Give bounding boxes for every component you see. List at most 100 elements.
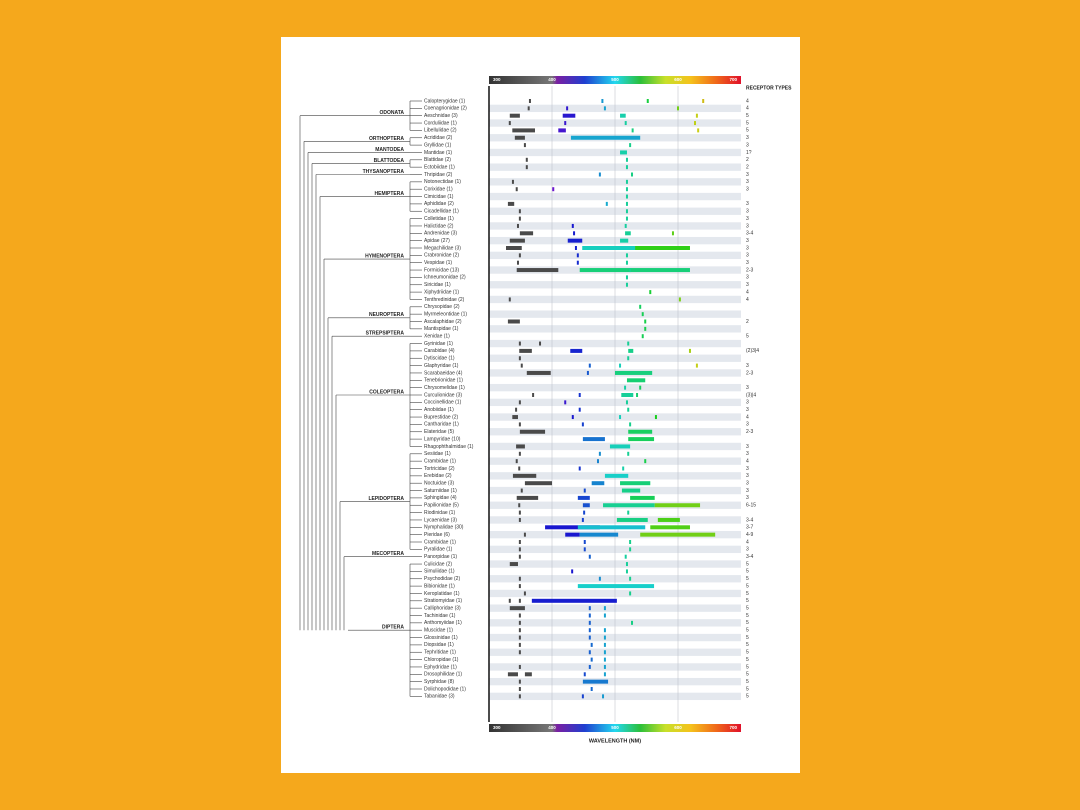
sensitivity-range [591, 481, 605, 486]
family-label: Riodinidae (1) [424, 510, 455, 516]
sensitivity-peak [508, 598, 511, 603]
sensitivity-peak [629, 576, 632, 581]
sensitivity-range [506, 246, 522, 250]
receptor-count: 5 [746, 628, 749, 634]
sensitivity-range [650, 525, 690, 530]
family-label: Elateridae (5) [424, 429, 454, 435]
family-label: Libellulidae (2) [424, 128, 457, 134]
sensitivity-peak [581, 694, 584, 699]
sensitivity-peak [518, 635, 521, 640]
receptor-count: 2-3 [746, 429, 753, 435]
sensitivity-peak [602, 694, 605, 699]
sensitivity-peak [590, 657, 593, 662]
sensitivity-peak [518, 642, 521, 647]
sensitivity-range [582, 437, 605, 442]
sensitivity-peak [694, 121, 697, 126]
receptor-count: 3 [746, 238, 749, 244]
order-label: LEPIDOPTERA [368, 496, 404, 502]
sensitivity-peak [516, 260, 519, 265]
family-label: Chloropidae (1) [424, 657, 459, 663]
family-label: Erebidae (2) [424, 473, 452, 479]
receptor-count: 5 [746, 561, 749, 567]
sensitivity-range [582, 503, 590, 508]
order-label: BLATTODEA [374, 158, 405, 164]
sensitivity-peak [695, 113, 698, 118]
sensitivity-peak [629, 268, 632, 273]
sensitivity-peak [629, 540, 632, 544]
receptor-count: 3 [746, 473, 749, 479]
receptor-count: 2-3 [746, 267, 753, 273]
family-label: Psychodidae (2) [424, 576, 460, 582]
sensitivity-peak [631, 128, 634, 133]
family-label: Xenidae (1) [424, 334, 450, 340]
sensitivity-peak [624, 554, 627, 559]
sensitivity-peak [518, 554, 521, 559]
sensitivity-range [562, 113, 576, 118]
family-label: Corixidae (1) [424, 187, 453, 193]
sensitivity-peak [603, 628, 606, 633]
sensitivity-range [625, 231, 631, 236]
family-label: Siricidae (1) [424, 282, 451, 288]
sensitivity-range [582, 246, 655, 250]
sensitivity-peak [581, 422, 584, 427]
sensitivity-peak [518, 510, 521, 515]
family-label: Tephritidae (1) [424, 650, 456, 656]
receptor-count: 5 [746, 613, 749, 619]
sensitivity-peak [525, 157, 528, 162]
sensitivity-range [519, 348, 532, 353]
sensitivity-peak [619, 363, 622, 368]
order-label: DIPTERA [382, 625, 404, 631]
sensitivity-peak [629, 547, 632, 552]
sensitivity-peak [518, 503, 521, 508]
sensitivity-range [577, 495, 590, 500]
receptor-count: 5 [746, 694, 749, 700]
receptor-count: 1? [746, 150, 752, 156]
family-label: Rhagophthalmidae (1) [424, 444, 474, 450]
family-label: Gyrinidae (1) [424, 341, 453, 347]
family-label: Chrysopidae (2) [424, 304, 460, 310]
sensitivity-peak [625, 179, 628, 184]
receptor-count: 3 [746, 495, 749, 501]
receptor-count: 3 [746, 481, 749, 487]
family-label: Aeschnidae (3) [424, 113, 458, 119]
sensitivity-peak [629, 591, 632, 596]
sensitivity-peak [583, 510, 586, 515]
sensitivity-peak [598, 172, 601, 177]
sensitivity-peak [639, 304, 642, 309]
sensitivity-peak [629, 422, 632, 427]
receptor-count: 2 [746, 157, 749, 163]
family-label: Acrididae (2) [424, 135, 453, 141]
family-label: Ascalaphidae (2) [424, 319, 462, 325]
sensitivity-peak [625, 260, 628, 265]
sensitivity-peak [518, 613, 521, 618]
sensitivity-peak [627, 407, 630, 412]
sensitivity-range [516, 495, 539, 500]
sensitivity-range [635, 246, 690, 250]
sensitivity-peak [588, 613, 591, 618]
receptor-count: 4 [746, 414, 749, 420]
sensitivity-peak [654, 415, 657, 420]
sensitivity-range [531, 598, 617, 603]
family-label: Papilionidae (5) [424, 503, 459, 509]
sensitivity-range [620, 113, 626, 118]
family-label: Muscidae (1) [424, 628, 453, 634]
receptor-count: 2-3 [746, 370, 753, 376]
family-label: Crabronidae (2) [424, 253, 459, 259]
sensitivity-range [628, 429, 653, 434]
receptor-count: 3 [746, 407, 749, 413]
sensitivity-peak [644, 459, 647, 464]
receptor-count: 5 [746, 591, 749, 597]
family-label: Xiphydriidae (1) [424, 289, 459, 295]
sensitivity-peak [588, 606, 591, 611]
receptor-count: 2 [746, 319, 749, 325]
sensitivity-peak [552, 187, 555, 192]
sensitivity-range [626, 378, 646, 383]
family-label: Ephydridae (1) [424, 664, 457, 670]
sensitivity-range [628, 437, 655, 442]
family-label: Crambidae (1) [424, 539, 456, 545]
sensitivity-peak [631, 620, 634, 625]
sensitivity-peak [566, 106, 569, 111]
sensitivity-range [507, 319, 520, 324]
sensitivity-peak [581, 517, 584, 522]
